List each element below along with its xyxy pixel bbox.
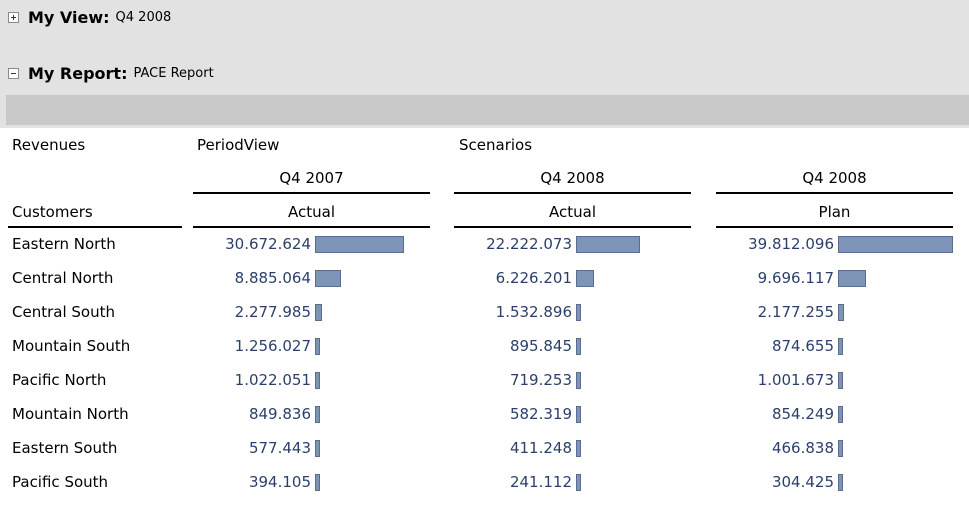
data-bar [576,338,581,355]
row-member-label[interactable]: Central North [12,269,114,287]
data-bar [838,270,866,287]
data-bar [838,236,953,253]
data-cell-value[interactable]: 466.838 [771,439,834,457]
data-bar [315,338,320,355]
data-cell-value[interactable]: 394.105 [248,473,311,491]
row-member-label[interactable]: Mountain North [12,405,129,423]
data-cell-value[interactable]: 241.112 [509,473,572,491]
data-bar [838,338,843,355]
row-member-label[interactable]: Pacific South [12,473,109,491]
row-member-label[interactable]: Central South [12,303,115,321]
data-cell-value[interactable]: 1.022.051 [234,371,311,389]
data-cell-value[interactable]: 39.812.096 [748,235,834,253]
data-bar [315,304,322,321]
my-report-value[interactable]: PACE Report [133,65,214,81]
data-cell-value[interactable]: 1.001.673 [757,371,834,389]
header-divider [716,192,953,194]
data-bar [838,406,843,423]
row-member-label[interactable]: Eastern North [12,235,116,253]
data-cell-value[interactable]: 577.443 [248,439,311,457]
data-cell-value[interactable]: 719.253 [509,371,572,389]
data-cell-value[interactable]: 6.226.201 [495,269,572,287]
data-bar [838,304,844,321]
data-cell-value[interactable]: 9.696.117 [757,269,834,287]
data-bar [315,372,320,389]
data-bar [576,270,594,287]
data-cell-value[interactable]: 874.655 [771,337,834,355]
data-cell-value[interactable]: 1.532.896 [495,303,572,321]
data-cell-value[interactable]: 1.256.027 [234,337,311,355]
data-bar [838,440,843,457]
report-toolbar [6,95,969,125]
column-period-header[interactable]: Q4 2008 [802,169,867,187]
column-period-header[interactable]: Q4 2007 [279,169,344,187]
collapse-minus-icon[interactable] [8,67,19,79]
data-bar [315,474,320,491]
my-view-label: My View: [28,7,110,27]
data-cell-value[interactable]: 895.845 [509,337,572,355]
row-member-label[interactable]: Eastern South [12,439,118,457]
data-bar [576,406,581,423]
data-cell-value[interactable]: 854.249 [771,405,834,423]
data-cell-value[interactable]: 22.222.073 [486,235,572,253]
data-bar [838,474,843,491]
data-cell-value[interactable]: 849.836 [248,405,311,423]
data-bar [576,304,581,321]
row-member-label[interactable]: Mountain South [12,337,131,355]
column-scenario-header[interactable]: Plan [818,203,851,221]
column-period-header[interactable]: Q4 2008 [540,169,605,187]
column-scenario-header[interactable]: Actual [288,203,335,221]
period-dimension-label[interactable]: PeriodView [197,136,280,154]
data-bar [838,372,843,389]
data-bar [576,440,581,457]
header-divider [716,226,953,228]
my-view-panel[interactable]: My View: Q4 2008 [8,7,171,27]
data-bar [315,236,404,253]
measure-label: Revenues [12,136,86,154]
my-report-label: My Report: [28,63,128,83]
header-divider [454,192,691,194]
expand-plus-icon[interactable] [8,11,19,23]
data-bar [315,270,341,287]
data-bar [315,406,320,423]
header-divider [193,192,430,194]
data-bar [576,372,581,389]
data-cell-value[interactable]: 411.248 [509,439,572,457]
row-member-label[interactable]: Pacific North [12,371,107,389]
column-scenario-header[interactable]: Actual [549,203,596,221]
data-bar [576,236,640,253]
header-divider [193,226,430,228]
data-cell-value[interactable]: 2.177.255 [757,303,834,321]
my-view-value[interactable]: Q4 2008 [115,9,172,25]
data-bar [576,474,581,491]
my-report-panel[interactable]: My Report: PACE Report [8,63,214,83]
data-cell-value[interactable]: 8.885.064 [234,269,311,287]
header-divider [8,226,182,228]
header-divider [454,226,691,228]
row-dimension-label[interactable]: Customers [12,203,93,221]
data-cell-value[interactable]: 30.672.624 [225,235,311,253]
scenario-dimension-label[interactable]: Scenarios [459,136,533,154]
data-bar [315,440,320,457]
data-cell-value[interactable]: 304.425 [771,473,834,491]
data-cell-value[interactable]: 582.319 [509,405,572,423]
data-cell-value[interactable]: 2.277.985 [234,303,311,321]
